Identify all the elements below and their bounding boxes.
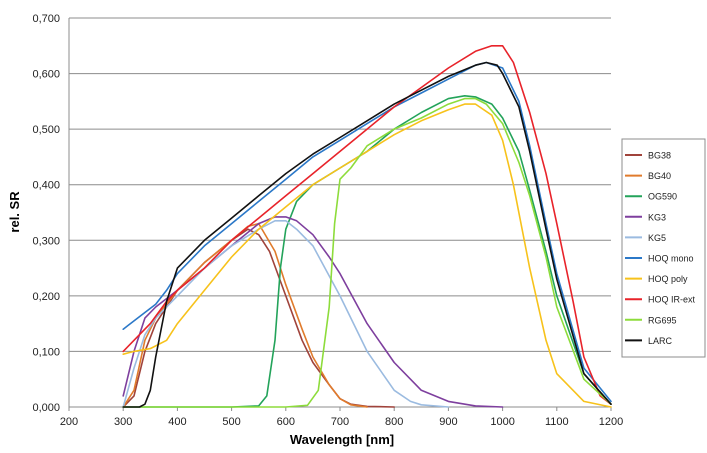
series-line-bg40 <box>122 222 368 408</box>
y-tick-label: 0,600 <box>32 69 60 81</box>
legend: BG38 BG40 OG590 KG3 KG5 HOQ mono HOQ poly HOQ I… <box>621 138 706 358</box>
series-line-larc <box>122 61 612 408</box>
x-tick-label: 1100 <box>545 416 569 428</box>
legend-label: KG5 <box>648 233 666 243</box>
y-tick-label: 0,500 <box>32 124 60 136</box>
grid-lines <box>69 17 611 352</box>
x-tick-label: 600 <box>277 416 295 428</box>
series-line-hoq-poly <box>122 103 612 408</box>
y-tick-label: 0,400 <box>32 180 60 192</box>
series-lines <box>122 44 612 408</box>
y-tick-label: 0,300 <box>32 235 60 247</box>
x-tick-label: 700 <box>331 416 349 428</box>
x-tick-label: 800 <box>385 416 403 428</box>
y-tick-label: 0,700 <box>32 13 60 25</box>
series-line-kg3 <box>122 216 504 408</box>
legend-label: BG38 <box>648 151 671 161</box>
x-axis-title: Wavelength [nm] <box>290 432 394 447</box>
series-line-og590 <box>122 95 612 408</box>
legend-label: OG590 <box>648 192 677 202</box>
series-line-rg695 <box>122 97 612 408</box>
series-line-kg5 <box>122 220 450 408</box>
legend-label: LARC <box>648 336 673 346</box>
y-tick-label: 0,100 <box>32 346 60 358</box>
legend-label: HOQ mono <box>648 254 694 264</box>
x-tick-label: 400 <box>168 416 186 428</box>
x-tick-label: 300 <box>114 416 132 428</box>
y-tick-label: 0,000 <box>32 402 60 414</box>
x-tick-label: 500 <box>222 416 240 428</box>
legend-label: BG40 <box>648 171 671 181</box>
legend-label: HOQ poly <box>648 274 688 284</box>
x-tick-label: 1200 <box>599 416 623 428</box>
x-tick-label: 1000 <box>490 416 514 428</box>
y-tick-label: 0,200 <box>32 291 60 303</box>
legend-label: KG3 <box>648 212 666 222</box>
x-tick-label: 200 <box>60 416 78 428</box>
legend-label: RG695 <box>648 315 677 325</box>
legend-label: HOQ IR-ext <box>648 295 696 305</box>
series-line-hoq-mono <box>122 61 612 403</box>
y-axis-title: rel. SR <box>7 191 22 233</box>
axes <box>68 18 612 411</box>
x-tick-label: 900 <box>439 416 457 428</box>
tick-labels: 0,000 0,100 0,200 0,300 0,400 0,500 0,600 0,700… <box>32 13 623 428</box>
